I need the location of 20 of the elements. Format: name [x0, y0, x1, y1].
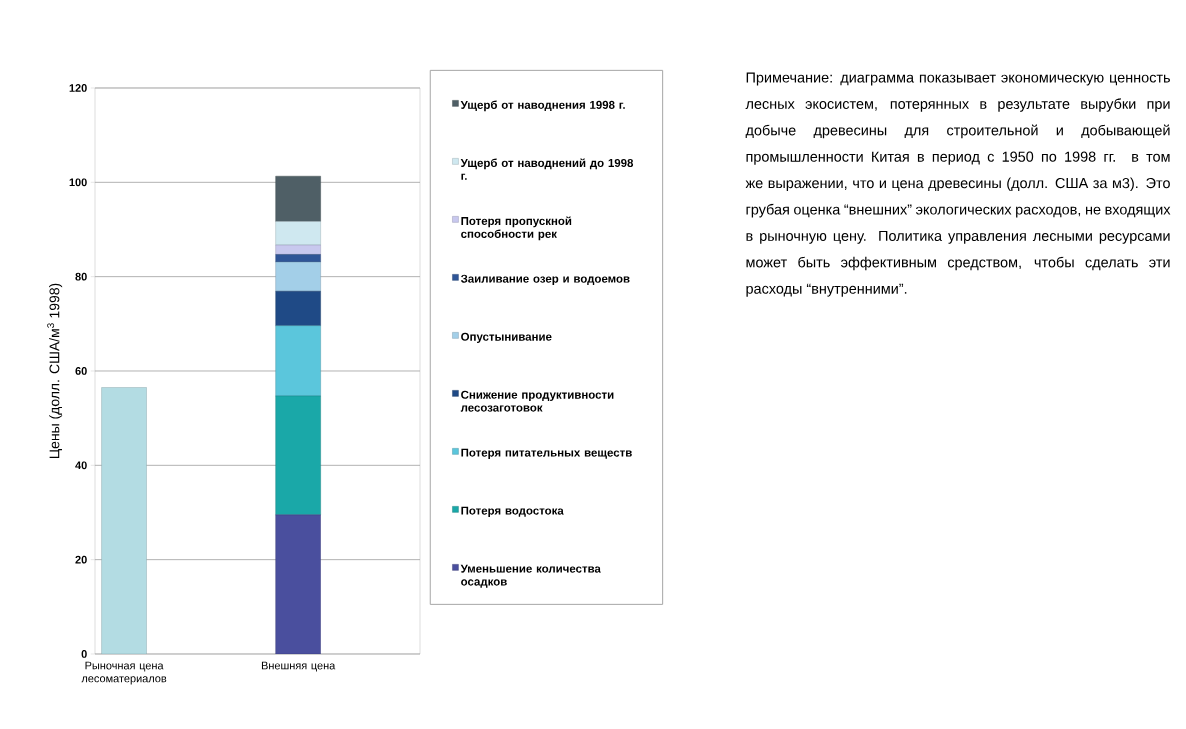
legend-label: Опустынивание — [461, 332, 552, 343]
legend-label: Уменьшение количества осадков — [460, 564, 601, 588]
legend-label: Потеря пропускной способности рек — [461, 216, 572, 241]
y-axis-title: Цены (долл. США/м$^{3}$ 1998) — [47, 283, 63, 459]
legend-label: Ущерб от наводнения 1998 г. — [460, 100, 625, 112]
legend-label: Ущерб от наводнений до 1998 г. — [460, 158, 634, 180]
y-tick-label: 20 — [75, 555, 87, 564]
text: Примечание: диаграмма показывает экономическую ценность лесных экосистем, потерянных в результате вырубки при добыче древесины для строительной и добывающей промышленности Китая в период с 1950 по 1998 гг. в том же выражении, что и цена древесины (долл. США за м3). Это грубая оценка “внешних” экологических расходов, не входящих в рыночную цену. Политика управления лесными ресурсами может быть эффективным средством, чтобы сделать эти расходы “внутренними”. — [745, 72, 1171, 297]
y-tick-label: 80 — [75, 272, 87, 281]
legend-label: Потеря питательных веществ — [461, 448, 632, 459]
x-tick-label: Рыночная цена лесоматериалов — [81, 661, 167, 685]
y-tick-label: 40 — [75, 461, 87, 470]
y-tick-label: 60 — [75, 367, 87, 375]
y-tick-label: 120 — [69, 84, 87, 92]
legend-label: Снижение продуктивности лесозаготовок — [460, 390, 614, 412]
legend-label: Потеря водостока — [461, 506, 564, 517]
y-tick-label: 0 — [81, 650, 87, 658]
x-tick-label: Внешняя цена — [261, 661, 336, 672]
legend-label: Заиливание озер и водоемов — [460, 274, 630, 285]
y-tick-label: 100 — [69, 178, 87, 187]
